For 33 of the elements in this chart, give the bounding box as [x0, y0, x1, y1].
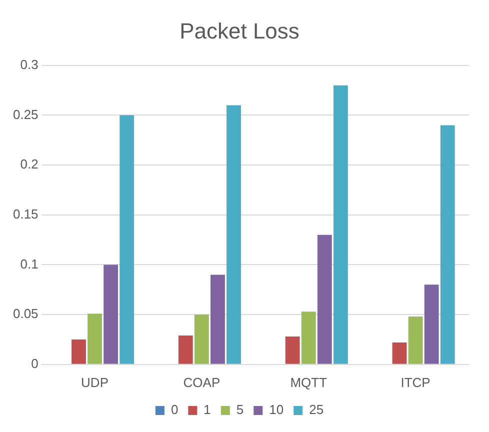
bar: [210, 274, 225, 364]
bar: [301, 312, 316, 364]
bar: [317, 234, 332, 364]
bar: [88, 314, 102, 364]
bar: [226, 105, 241, 364]
bar: [194, 314, 209, 364]
legend-label: 0: [170, 402, 178, 418]
x-tick-label: ITCP: [400, 374, 430, 390]
y-tick-label: 0.2: [20, 156, 38, 172]
legend-label: 25: [309, 402, 324, 418]
legend-label: 1: [204, 402, 211, 418]
bar: [440, 125, 455, 364]
bar: [424, 284, 439, 364]
bar: [333, 85, 348, 364]
y-tick-label: 0.15: [12, 206, 38, 222]
y-tick-label: 0.05: [12, 306, 38, 322]
bar: [120, 115, 134, 364]
bar: [72, 339, 86, 364]
bar: [285, 336, 300, 364]
y-tick-label: 0: [31, 356, 38, 371]
y-tick-label: 0.1: [20, 256, 38, 272]
chart-title: Packet Loss: [180, 18, 300, 44]
bar: [408, 316, 423, 364]
bar: [178, 335, 193, 364]
x-tick-label: COAP: [183, 374, 220, 390]
legend-label: 5: [236, 402, 244, 418]
x-tick-label: MQTT: [290, 374, 328, 390]
x-tick-label: UDP: [81, 374, 108, 390]
bar: [104, 264, 118, 364]
legend-label: 10: [269, 402, 284, 418]
bar: [392, 342, 407, 364]
y-tick-label: 0.25: [12, 106, 38, 122]
y-tick-label: 0.3: [20, 56, 38, 72]
